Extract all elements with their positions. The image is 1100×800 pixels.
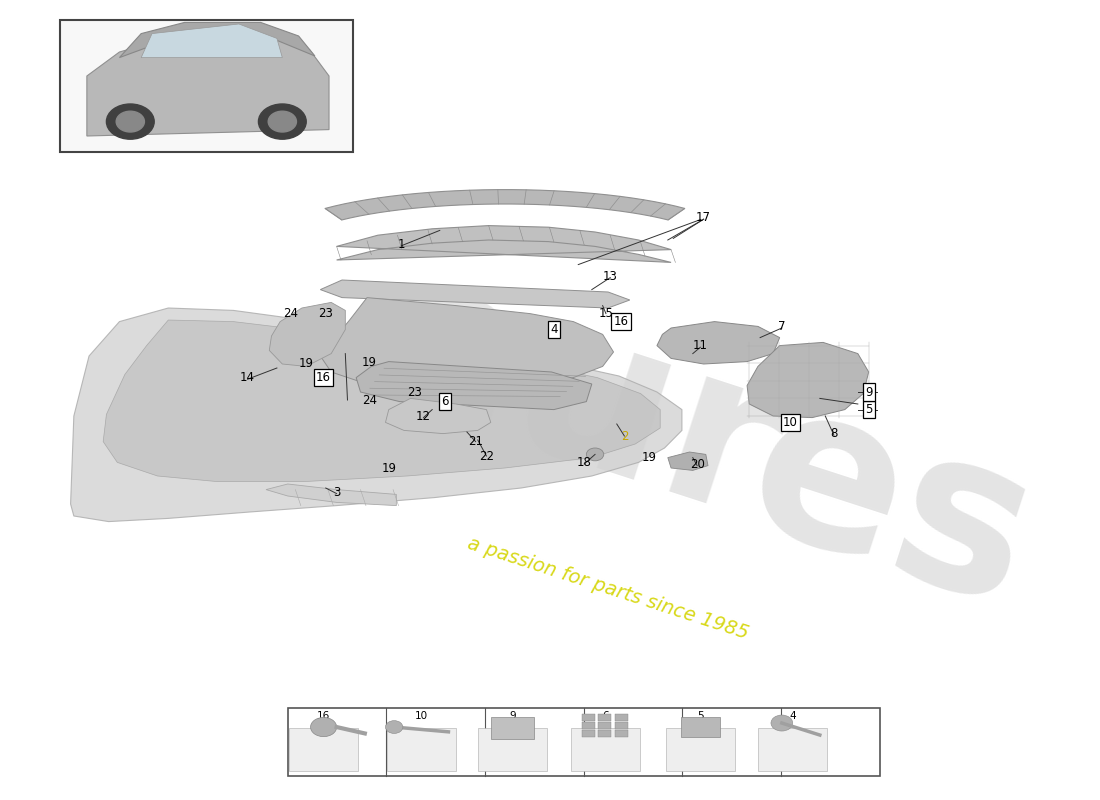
Text: 9: 9 xyxy=(865,386,872,398)
Bar xyxy=(289,728,359,770)
Text: 8: 8 xyxy=(830,427,837,440)
Text: 13: 13 xyxy=(603,270,618,282)
Text: 24: 24 xyxy=(284,307,298,320)
Polygon shape xyxy=(356,362,592,410)
Bar xyxy=(598,714,612,721)
Circle shape xyxy=(258,104,306,139)
Bar xyxy=(598,722,612,729)
Text: 3: 3 xyxy=(333,486,340,498)
Polygon shape xyxy=(385,398,491,434)
Circle shape xyxy=(385,721,403,734)
Text: 1: 1 xyxy=(398,238,406,250)
Bar xyxy=(758,728,827,770)
Polygon shape xyxy=(324,190,685,220)
Text: 20: 20 xyxy=(690,458,705,470)
Bar xyxy=(615,714,628,721)
Text: 4: 4 xyxy=(790,711,796,721)
Polygon shape xyxy=(320,280,630,308)
Text: es: es xyxy=(723,362,1058,654)
Text: 16: 16 xyxy=(316,371,331,384)
Text: 5: 5 xyxy=(865,403,872,416)
Circle shape xyxy=(310,718,337,737)
Polygon shape xyxy=(266,484,396,506)
Circle shape xyxy=(771,715,793,731)
Bar xyxy=(491,717,535,739)
Text: 17: 17 xyxy=(696,211,711,224)
Text: 19: 19 xyxy=(362,356,376,369)
Bar xyxy=(598,730,612,737)
Text: 6: 6 xyxy=(603,711,609,721)
Polygon shape xyxy=(87,34,329,136)
Text: 10: 10 xyxy=(415,711,428,721)
Text: 9: 9 xyxy=(509,711,516,721)
Circle shape xyxy=(117,111,144,132)
Bar xyxy=(582,722,595,729)
Circle shape xyxy=(268,111,296,132)
Bar xyxy=(387,728,455,770)
Polygon shape xyxy=(668,452,708,470)
Polygon shape xyxy=(120,22,315,58)
Text: 19: 19 xyxy=(642,451,657,464)
Circle shape xyxy=(107,104,154,139)
Text: 11: 11 xyxy=(693,339,708,352)
Text: 24: 24 xyxy=(362,394,376,406)
Text: eur: eur xyxy=(343,234,807,566)
Bar xyxy=(288,708,880,776)
Polygon shape xyxy=(657,322,780,364)
Polygon shape xyxy=(141,24,283,58)
Bar xyxy=(478,728,547,770)
Text: 22: 22 xyxy=(478,450,494,462)
Bar xyxy=(59,20,353,152)
Bar xyxy=(582,730,595,737)
Text: 7: 7 xyxy=(778,320,785,333)
Text: 19: 19 xyxy=(299,358,314,370)
Text: 2: 2 xyxy=(620,430,628,442)
Text: 6: 6 xyxy=(441,395,449,408)
Bar xyxy=(582,714,595,721)
Polygon shape xyxy=(320,298,614,392)
Text: 18: 18 xyxy=(576,456,592,469)
Bar xyxy=(571,728,640,770)
Text: 5: 5 xyxy=(697,711,704,721)
Text: 14: 14 xyxy=(240,371,255,384)
Text: 19: 19 xyxy=(382,462,396,474)
Text: 23: 23 xyxy=(318,307,333,320)
Polygon shape xyxy=(337,226,671,262)
Polygon shape xyxy=(681,718,719,737)
Bar xyxy=(615,722,628,729)
Polygon shape xyxy=(103,320,660,482)
Bar xyxy=(615,730,628,737)
Text: 16: 16 xyxy=(317,711,330,721)
Bar xyxy=(666,728,735,770)
Text: 15: 15 xyxy=(598,307,614,320)
Text: 16: 16 xyxy=(614,315,628,328)
Polygon shape xyxy=(270,302,345,366)
Text: 21: 21 xyxy=(469,435,483,448)
Text: a passion for parts since 1985: a passion for parts since 1985 xyxy=(465,534,751,642)
Text: 4: 4 xyxy=(550,323,558,336)
Text: 10: 10 xyxy=(783,416,798,429)
Polygon shape xyxy=(747,342,869,418)
Circle shape xyxy=(586,448,604,461)
Polygon shape xyxy=(70,308,682,522)
Text: 12: 12 xyxy=(416,410,431,422)
Text: 23: 23 xyxy=(407,386,422,398)
